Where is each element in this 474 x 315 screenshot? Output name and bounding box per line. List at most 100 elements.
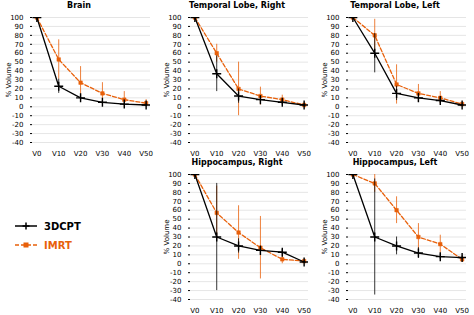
svg-text:-30: -30 — [170, 287, 181, 295]
svg-text:-20: -20 — [170, 278, 181, 286]
svg-text:20: 20 — [331, 85, 340, 93]
svg-text:V20: V20 — [74, 150, 88, 156]
svg-text:0: 0 — [19, 103, 23, 111]
svg-text:100: 100 — [10, 14, 23, 22]
svg-text:60: 60 — [331, 49, 340, 57]
svg-text:V10: V10 — [210, 150, 224, 156]
svg-text:-40: -40 — [328, 139, 339, 147]
svg-text:V0: V0 — [348, 150, 357, 156]
svg-text:90: 90 — [331, 180, 340, 188]
svg-text:10: 10 — [173, 251, 182, 259]
svg-text:-40: -40 — [170, 139, 181, 147]
svg-text:40: 40 — [331, 67, 340, 75]
svg-text:20: 20 — [15, 85, 24, 93]
svg-text:50: 50 — [331, 215, 340, 223]
svg-text:30: 30 — [173, 233, 182, 241]
svg-text:40: 40 — [173, 67, 182, 75]
svg-text:70: 70 — [331, 198, 340, 206]
svg-text:V20: V20 — [390, 150, 404, 156]
svg-text:-20: -20 — [170, 121, 181, 129]
svg-text:80: 80 — [15, 32, 24, 40]
svg-text:V40: V40 — [117, 150, 131, 156]
svg-text:V50: V50 — [139, 150, 153, 156]
svg-text:60: 60 — [331, 206, 340, 214]
svg-text:60: 60 — [173, 49, 182, 57]
svg-text:50: 50 — [15, 58, 24, 66]
svg-text:20: 20 — [173, 242, 182, 250]
svg-text:90: 90 — [173, 180, 182, 188]
svg-text:50: 50 — [173, 215, 182, 223]
svg-text:V10: V10 — [368, 307, 382, 313]
svg-text:100: 100 — [326, 171, 339, 179]
svg-text:90: 90 — [173, 23, 182, 31]
svg-text:60: 60 — [173, 206, 182, 214]
svg-text:-10: -10 — [170, 269, 181, 277]
svg-text:10: 10 — [331, 251, 340, 259]
svg-text:V0: V0 — [32, 150, 41, 156]
svg-text:V0: V0 — [190, 307, 199, 313]
svg-text:100: 100 — [326, 14, 339, 22]
svg-text:40: 40 — [173, 224, 182, 232]
svg-text:% Volume: % Volume — [321, 220, 329, 255]
svg-text:-20: -20 — [328, 278, 339, 286]
svg-text:60: 60 — [15, 49, 24, 57]
svg-text:V0: V0 — [348, 307, 357, 313]
svg-text:70: 70 — [15, 41, 24, 49]
svg-text:V30: V30 — [254, 307, 268, 313]
svg-text:90: 90 — [331, 23, 340, 31]
svg-text:90: 90 — [15, 23, 24, 31]
svg-text:40: 40 — [331, 224, 340, 232]
svg-text:V50: V50 — [297, 307, 311, 313]
svg-text:30: 30 — [173, 76, 182, 84]
svg-text:V30: V30 — [412, 150, 426, 156]
svg-text:40: 40 — [15, 67, 24, 75]
svg-text:10: 10 — [173, 94, 182, 102]
svg-text:30: 30 — [331, 76, 340, 84]
svg-text:V40: V40 — [275, 307, 289, 313]
svg-text:80: 80 — [173, 189, 182, 197]
svg-text:V20: V20 — [390, 307, 404, 313]
svg-text:V10: V10 — [52, 150, 66, 156]
svg-text:70: 70 — [173, 41, 182, 49]
svg-text:0: 0 — [177, 260, 181, 268]
svg-text:80: 80 — [331, 189, 340, 197]
svg-text:V40: V40 — [433, 150, 447, 156]
svg-text:V50: V50 — [455, 307, 469, 313]
svg-text:0: 0 — [335, 103, 339, 111]
svg-text:10: 10 — [331, 94, 340, 102]
svg-text:0: 0 — [177, 103, 181, 111]
svg-text:V50: V50 — [297, 150, 311, 156]
svg-text:100: 100 — [168, 171, 181, 179]
svg-text:-10: -10 — [170, 112, 181, 120]
svg-text:V30: V30 — [96, 150, 110, 156]
svg-text:V50: V50 — [455, 150, 469, 156]
svg-text:-40: -40 — [12, 139, 23, 147]
svg-text:-10: -10 — [328, 269, 339, 277]
svg-text:50: 50 — [331, 58, 340, 66]
svg-text:V40: V40 — [275, 150, 289, 156]
svg-text:80: 80 — [173, 32, 182, 40]
svg-text:-10: -10 — [328, 112, 339, 120]
svg-text:20: 20 — [173, 85, 182, 93]
svg-text:V30: V30 — [254, 150, 268, 156]
svg-text:-30: -30 — [328, 130, 339, 138]
svg-text:V20: V20 — [232, 307, 246, 313]
svg-text:70: 70 — [331, 41, 340, 49]
svg-text:30: 30 — [331, 233, 340, 241]
svg-text:-10: -10 — [12, 112, 23, 120]
svg-text:V30: V30 — [412, 307, 426, 313]
svg-text:-40: -40 — [170, 296, 181, 304]
svg-text:-40: -40 — [328, 296, 339, 304]
svg-text:-30: -30 — [170, 130, 181, 138]
svg-text:-20: -20 — [12, 121, 23, 129]
svg-text:% Volume: % Volume — [163, 63, 171, 98]
svg-text:50: 50 — [173, 58, 182, 66]
svg-text:-20: -20 — [328, 121, 339, 129]
svg-text:V40: V40 — [433, 307, 447, 313]
svg-text:V10: V10 — [210, 307, 224, 313]
svg-text:70: 70 — [173, 198, 182, 206]
svg-text:-30: -30 — [12, 130, 23, 138]
svg-text:% Volume: % Volume — [5, 63, 13, 98]
svg-text:% Volume: % Volume — [321, 63, 329, 98]
svg-text:10: 10 — [15, 94, 24, 102]
